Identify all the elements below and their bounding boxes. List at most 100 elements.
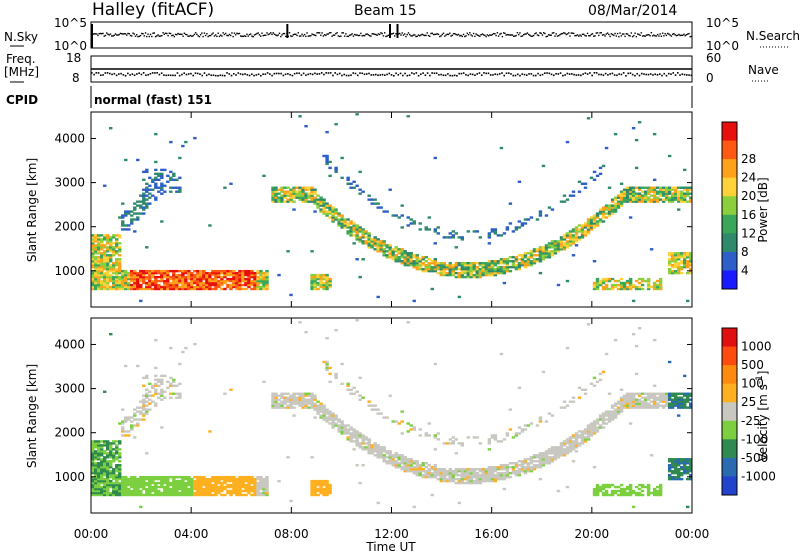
velocity-cell [671, 393, 674, 395]
power-cell [539, 246, 542, 248]
power-cell [671, 187, 674, 189]
velocity-cell [346, 436, 349, 438]
velocity-cell [629, 393, 632, 395]
velocity-cell [491, 466, 494, 468]
power-cell [121, 202, 124, 204]
noise-point [648, 34, 649, 35]
velocity-cell [298, 393, 301, 395]
velocity-cell [572, 440, 575, 442]
power-cell [124, 228, 127, 230]
velocity-cell [133, 424, 136, 426]
velocity-cell [419, 428, 422, 430]
power-cell [494, 228, 497, 230]
velocity-cell [656, 490, 659, 492]
power-cell [313, 274, 316, 276]
power-cell [112, 276, 115, 278]
power-cell [154, 183, 157, 185]
power-cell [659, 187, 662, 189]
velocity-cell [130, 490, 133, 492]
velocity-cell [295, 393, 298, 395]
power-cell [680, 252, 683, 254]
power-cell [259, 270, 262, 272]
velocity-cell [361, 397, 364, 399]
velocity-cell [358, 399, 361, 401]
velocity-cell [319, 414, 322, 416]
velocity-cell [584, 436, 587, 438]
velocity-cell [455, 438, 458, 440]
velocity-cell [641, 393, 644, 395]
noise-point [540, 33, 541, 34]
power-cell [160, 270, 163, 272]
power-cell [379, 240, 382, 242]
power-cell [614, 280, 617, 282]
velocity-cell [133, 436, 136, 438]
velocity-cell [163, 375, 166, 377]
noise-point [156, 35, 157, 36]
velocity-cell [563, 401, 566, 403]
velocity-cell [503, 438, 506, 440]
power-cell [118, 258, 121, 260]
noise-point [596, 32, 597, 33]
noise-point [350, 34, 351, 35]
velocity-cell [97, 462, 100, 464]
velocity-cell [328, 381, 331, 383]
velocity-cell [154, 476, 157, 478]
power-cell [115, 234, 118, 236]
power-cell [455, 232, 458, 234]
power-cell [187, 282, 190, 284]
power-cell [253, 272, 256, 274]
noise-point [563, 32, 564, 33]
power-cell [410, 252, 413, 254]
velocity-cell [641, 397, 644, 399]
power-cell [683, 187, 686, 189]
colorbar-swatch [722, 122, 737, 141]
velocity-cell [94, 440, 97, 442]
noise-point [137, 36, 138, 37]
velocity-cell [103, 456, 106, 458]
power-cell [277, 189, 280, 191]
power-cell [157, 191, 160, 193]
nave-point [643, 73, 645, 75]
power-cell [136, 272, 139, 274]
velocity-cell [250, 476, 253, 478]
velocity-cell [313, 402, 316, 404]
noise-point [139, 36, 140, 37]
noise-point [374, 34, 375, 35]
velocity-cell [422, 462, 425, 464]
velocity-cell [458, 478, 461, 480]
velocity-cell [524, 466, 527, 468]
nave-point [659, 73, 661, 75]
velocity-cell [193, 476, 196, 478]
noise-point [473, 33, 474, 34]
velocity-cell [539, 416, 542, 418]
nave-point [343, 74, 345, 76]
noise-point [604, 35, 605, 36]
velocity-cell [425, 466, 428, 468]
velocity-cell [346, 428, 349, 430]
nave-point [163, 74, 165, 76]
noise-point [116, 34, 117, 35]
noise-point [140, 35, 141, 36]
noise-point [522, 35, 523, 36]
velocity-cell [355, 464, 358, 466]
nave-point [580, 75, 582, 77]
noise-point [170, 33, 171, 34]
noise-point [669, 34, 670, 35]
power-cell [157, 276, 160, 278]
noise-point [136, 34, 137, 35]
velocity-cell [608, 393, 611, 395]
velocity-cell [437, 478, 440, 480]
nave-point [190, 73, 192, 75]
velocity-cell [358, 377, 361, 379]
power-cell [166, 270, 169, 272]
noise-point [176, 34, 177, 35]
velocity-cell [112, 448, 115, 450]
power-cell [557, 284, 560, 286]
velocity-cell [181, 476, 184, 478]
power-cell [280, 187, 283, 189]
noise-point [185, 34, 186, 35]
power-cell [151, 270, 154, 272]
power-cell [641, 284, 644, 286]
noise-point [601, 32, 602, 33]
noise-point [189, 35, 190, 36]
